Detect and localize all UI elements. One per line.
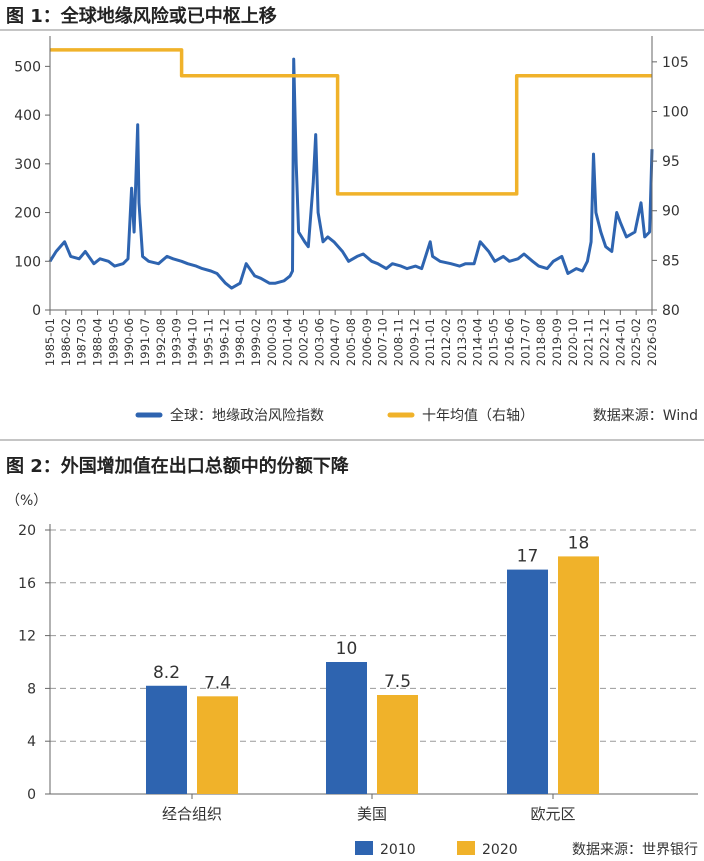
- x-axis-tick-label: 2016-06: [502, 318, 516, 366]
- x-axis-tick-label: 1989-05: [106, 318, 120, 366]
- bar-data-label: 7.4: [204, 673, 231, 693]
- x-axis-tick-label: 1991-07: [138, 318, 152, 366]
- y-axis-tick-label: 20: [18, 523, 36, 539]
- bar-data-label: 18: [568, 533, 590, 553]
- bar-data-label: 10: [336, 639, 358, 659]
- x-axis-tick-label: 1993-09: [170, 318, 184, 366]
- left-axis-tick-label: 200: [14, 206, 41, 222]
- chart-1-legend: 全球：地缘政治风险指数 十年均值（右轴）: [135, 407, 534, 424]
- x-axis-tick-label: 2025-02: [629, 318, 643, 366]
- chart-2-title: 图 2：外国增加值在出口总额中的份额下降: [6, 455, 350, 477]
- bar-2010: [507, 569, 548, 794]
- bar-2020: [197, 696, 238, 794]
- right-axis-tick-label: 90: [662, 204, 680, 220]
- x-axis-tick-label: 2017-07: [518, 318, 532, 366]
- legend-label-ten-year-mean: 十年均值（右轴）: [422, 408, 534, 424]
- x-axis-tick-label: 2003-06: [312, 318, 326, 366]
- left-axis-tick-label: 0: [32, 303, 41, 319]
- right-axis-tick-label: 80: [662, 303, 680, 319]
- x-axis-tick-label: 1996-12: [217, 318, 231, 366]
- chart-2-legend: 2010 2020: [355, 841, 518, 858]
- chart-2-y-unit: （%）: [6, 493, 47, 509]
- x-axis-tick-label: 2008-11: [392, 318, 406, 366]
- x-axis-tick-label: 1994-10: [186, 318, 200, 366]
- chart-1: 图 1：全球地缘风险或已中枢上移 0 100 200 300 400 500 80 85 90…: [0, 5, 704, 441]
- x-axis-tick-label: 2019-09: [550, 318, 564, 366]
- x-axis-tick-label: 2011-01: [423, 318, 437, 366]
- legend-label-2010: 2010: [380, 842, 416, 858]
- x-axis-tick-label: 2014-04: [471, 318, 485, 366]
- x-axis-tick-label: 1990-06: [122, 318, 136, 366]
- left-axis-tick-label: 400: [14, 108, 41, 124]
- category-label: 经合组织: [162, 805, 222, 823]
- legend-swatch-2020: [457, 841, 475, 855]
- bar-2010: [146, 685, 187, 794]
- right-axis-tick-label: 100: [662, 104, 689, 120]
- series-line-geo-risk: [48, 57, 654, 290]
- x-axis-tick-label: 2018-08: [534, 318, 548, 366]
- bar-data-label: 8.2: [153, 663, 180, 683]
- y-axis-tick-label: 16: [18, 576, 36, 592]
- x-axis-tick-label: 2005-08: [344, 318, 358, 366]
- x-axis-tick-label: 1995-11: [201, 318, 215, 366]
- left-axis-tick-label: 300: [14, 157, 41, 173]
- x-axis-tick-label: 2013-03: [455, 318, 469, 366]
- x-axis-tick-label: 2026-03: [645, 318, 659, 366]
- x-axis-tick-label: 1987-03: [75, 318, 89, 366]
- left-axis-tick-label: 100: [14, 254, 41, 270]
- chart-2-source: 数据来源：世界银行: [572, 842, 698, 858]
- legend-swatch-2010: [355, 841, 373, 855]
- bar-data-label: 7.5: [384, 672, 411, 692]
- chart-1-source: 数据来源：Wind: [593, 408, 698, 424]
- legend-label-geo-risk: 全球：地缘政治风险指数: [170, 407, 324, 424]
- x-axis-tick-label: 1998-01: [233, 318, 247, 366]
- x-axis-tick-label: 2002-05: [296, 318, 310, 366]
- x-axis-tick-label: 2004-07: [328, 318, 342, 366]
- legend-label-2020: 2020: [482, 842, 518, 858]
- x-axis-tick-label: 2022-12: [597, 318, 611, 366]
- x-axis-tick-label: 2015-05: [487, 318, 501, 366]
- x-axis-tick-label: 1988-04: [91, 318, 105, 366]
- bar-2020: [558, 556, 599, 794]
- x-axis-tick-label: 2021-11: [582, 318, 596, 366]
- right-axis-tick-label: 85: [662, 253, 680, 269]
- y-axis-tick-label: 4: [27, 734, 36, 750]
- x-axis-tick-label: 2006-09: [360, 318, 374, 366]
- category-label: 欧元区: [530, 805, 575, 823]
- x-axis-tick-label: 1985-01: [43, 318, 57, 366]
- left-axis-tick-label: 500: [14, 59, 41, 75]
- chart-2: 图 2：外国增加值在出口总额中的份额下降 （%） 0 4 8 12 16 20 8.2 7.…: [6, 455, 698, 858]
- y-axis-tick-label: 12: [18, 629, 36, 645]
- x-axis-tick-label: 1992-08: [154, 318, 168, 366]
- chart-1-title: 图 1：全球地缘风险或已中枢上移: [6, 5, 277, 27]
- x-axis-tick-label: 2007-10: [376, 318, 390, 366]
- bar-2020: [377, 695, 418, 794]
- x-axis-tick-label: 2001-04: [281, 318, 295, 366]
- right-axis-tick-label: 95: [662, 154, 680, 170]
- x-axis-tick-label: 2009-12: [407, 318, 421, 366]
- x-axis-tick-label: 1999-02: [249, 318, 263, 366]
- y-axis-tick-label: 8: [27, 681, 36, 697]
- bar-2010: [326, 662, 367, 794]
- x-axis-tick-label: 2024-01: [613, 318, 627, 366]
- x-axis-tick-label: 2000-03: [265, 318, 279, 366]
- bar-data-label: 17: [517, 547, 539, 567]
- right-axis-tick-label: 105: [662, 55, 689, 71]
- x-axis-tick-label: 1986-02: [59, 318, 73, 366]
- x-axis-tick-label: 2020-10: [566, 318, 580, 366]
- x-axis-tick-label: 2012-02: [439, 318, 453, 366]
- category-label: 美国: [357, 805, 387, 823]
- series-line-ten-year-mean: [50, 48, 652, 196]
- y-axis-tick-label: 0: [27, 787, 36, 803]
